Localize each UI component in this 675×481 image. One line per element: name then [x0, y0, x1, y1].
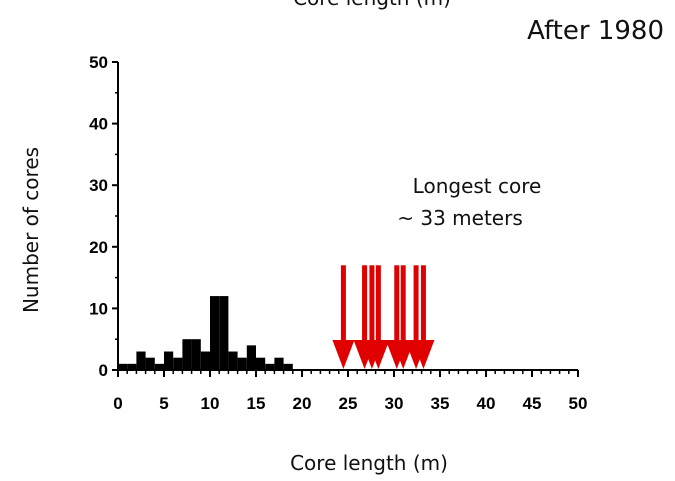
- y-axis-ticks: 0 10 20 30 40 50: [89, 53, 118, 380]
- arrow-shaft-6: [413, 265, 419, 340]
- histogram-bar-15: [256, 357, 266, 370]
- arrow-shaft-4: [394, 265, 400, 340]
- x-tick-label-5: 5: [159, 394, 168, 413]
- histogram-bar-14: [246, 345, 256, 370]
- histogram-bar-11: [219, 296, 229, 370]
- y-tick-label-0: 0: [99, 361, 108, 380]
- x-tick-label-20: 20: [293, 394, 312, 413]
- histogram-bar-9: [200, 351, 210, 370]
- histogram-bar-3: [145, 357, 155, 370]
- arrow-shaft-7: [420, 265, 426, 340]
- arrow-head-0: [332, 340, 355, 369]
- arrow-head-3: [367, 340, 390, 369]
- histogram-bar-2: [136, 351, 146, 370]
- x-axis-title: Core length (m): [290, 451, 448, 475]
- arrow-shaft-0: [340, 265, 346, 340]
- histogram-bar-5: [164, 351, 174, 370]
- red-arrow-markers: [332, 265, 435, 369]
- x-axis-ticks: 0 5 10 15 20 25 30 35 40 45 50: [113, 370, 587, 413]
- histogram-bars: [118, 296, 293, 370]
- y-tick-label-20: 20: [89, 238, 108, 257]
- x-tick-label-10: 10: [201, 394, 220, 413]
- y-tick-label-50: 50: [89, 53, 108, 72]
- cropped-top-caption: Core length (m): [293, 0, 451, 10]
- annotation-length-value: ~ 33 meters: [397, 206, 523, 230]
- chart-title: After 1980: [527, 16, 664, 46]
- histogram-bar-18: [283, 363, 293, 370]
- histogram-bar-0: [118, 363, 128, 370]
- histogram-bar-1: [127, 363, 137, 370]
- arrow-shaft-1: [362, 265, 368, 340]
- histogram-bar-6: [173, 357, 183, 370]
- histogram-bar-12: [228, 351, 238, 370]
- y-tick-label-30: 30: [89, 176, 108, 195]
- x-tick-label-50: 50: [569, 394, 588, 413]
- x-tick-label-0: 0: [113, 394, 122, 413]
- x-tick-label-15: 15: [247, 394, 266, 413]
- arrow-shaft-5: [400, 265, 406, 340]
- annotation-longest-core: Longest core: [413, 174, 542, 198]
- y-tick-label-10: 10: [89, 299, 108, 318]
- histogram-bar-7: [182, 339, 192, 370]
- histogram-bar-13: [237, 357, 247, 370]
- x-tick-label-40: 40: [477, 394, 496, 413]
- x-tick-label-30: 30: [385, 394, 404, 413]
- histogram-bar-8: [191, 339, 201, 370]
- arrow-head-7: [412, 340, 435, 369]
- arrow-shaft-3: [375, 265, 381, 340]
- arrow-shaft-2: [369, 265, 375, 340]
- histogram-bar-16: [265, 363, 275, 370]
- y-tick-label-40: 40: [89, 115, 108, 134]
- y-axis-title: Number of cores: [19, 147, 43, 313]
- histogram-bar-4: [154, 363, 164, 370]
- histogram-bar-10: [210, 296, 220, 370]
- histogram-bar-17: [274, 357, 284, 370]
- x-tick-label-25: 25: [339, 394, 358, 413]
- x-tick-label-45: 45: [523, 394, 542, 413]
- x-tick-label-35: 35: [431, 394, 450, 413]
